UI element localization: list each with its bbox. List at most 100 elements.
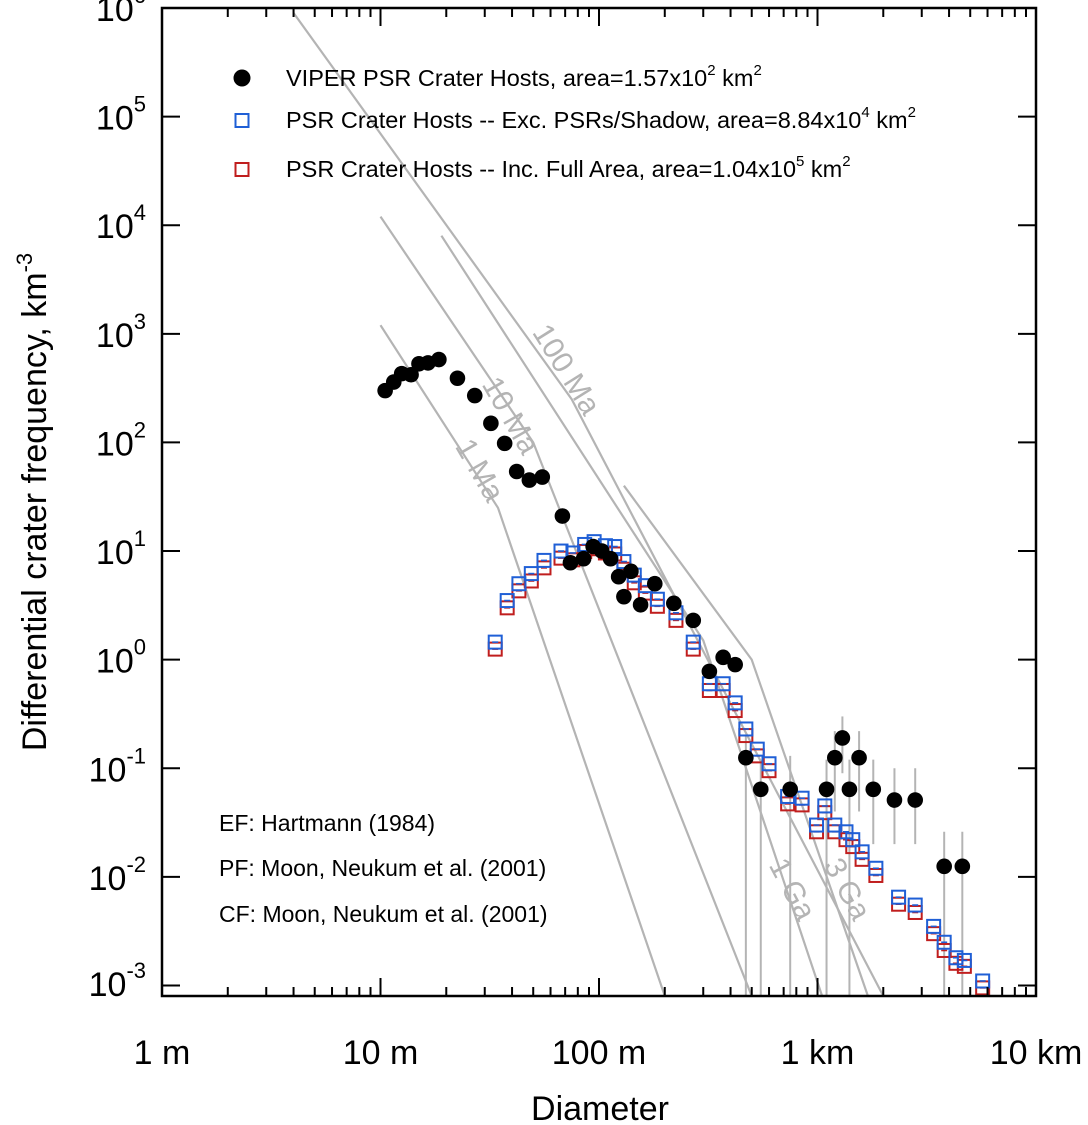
x-tick-label: 1 m: [134, 1034, 191, 1072]
data-markers: [377, 351, 991, 996]
legend-entry-main: PSR Crater Hosts -- Exc. PSRs/Shadow, ar…: [286, 107, 861, 133]
y-tick-label: 10-2: [89, 852, 146, 898]
point-exc-psrs-shadow: [553, 543, 569, 559]
point-viper-psr: [466, 387, 483, 404]
point-viper-psr: [575, 550, 592, 567]
point-exc-psrs-shadow: [749, 741, 765, 757]
y-tick-label-base: 10: [96, 425, 134, 463]
point-viper-psr: [602, 550, 619, 567]
point-exc-psrs-shadow: [948, 950, 964, 966]
legend-entry-unit-exponent: 2: [753, 62, 761, 79]
legend-entry-exponent: 4: [861, 104, 869, 121]
legend-symbol-square: [234, 162, 250, 177]
note-text: PF: Moon, Neukum et al. (2001): [219, 855, 546, 881]
point-exc-psrs-shadow: [891, 889, 907, 905]
point-exc-psrs-shadow: [715, 676, 731, 692]
y-tick-label-base: 10: [96, 208, 134, 246]
y-tick-label-exponent: 1: [134, 526, 146, 551]
point-inc-full-area: [854, 851, 870, 867]
point-viper-psr: [562, 554, 579, 571]
y-tick-label-exponent: 0: [134, 635, 146, 660]
point-viper-psr: [738, 749, 754, 766]
point-exc-psrs-shadow: [536, 552, 552, 568]
point-viper-psr: [907, 792, 924, 808]
note-text: CF: Moon, Neukum et al. (2001): [219, 901, 548, 927]
point-viper-psr: [827, 749, 843, 766]
point-viper-psr: [431, 351, 447, 368]
point-exc-psrs-shadow: [727, 695, 743, 711]
point-exc-psrs-shadow: [794, 790, 810, 806]
legend-entry-exponent: 2: [707, 62, 715, 79]
legend-entry-text: PSR Crater Hosts -- Inc. Full Area, area…: [286, 153, 851, 182]
y-axis-title-text: Differential crater frequency, km: [16, 272, 54, 751]
x-tick-label: 100 m: [552, 1034, 647, 1072]
y-tick-label-base: 10: [89, 751, 127, 789]
point-exc-psrs-shadow: [738, 721, 754, 737]
point-viper-psr: [534, 469, 551, 485]
point-viper-psr: [623, 563, 639, 580]
y-tick-label: 100: [96, 635, 146, 681]
y-tick-label-exponent: -1: [126, 743, 146, 768]
isochron-1-ga: [440, 235, 824, 996]
point-exc-psrs-shadow: [868, 860, 884, 876]
legend: VIPER PSR Crater Hosts, area=1.57x102 km…: [233, 62, 916, 182]
y-tick-label-exponent: -2: [126, 852, 146, 877]
point-viper-psr: [685, 612, 702, 629]
point-viper-psr: [483, 415, 499, 432]
point-viper-psr: [936, 858, 952, 875]
y-tick-label: 104: [96, 200, 146, 246]
point-viper-psr: [449, 370, 466, 387]
legend-entry-unit-exponent: 2: [908, 104, 916, 121]
y-tick-label-exponent: 2: [134, 417, 146, 442]
point-viper-psr: [715, 649, 731, 666]
point-exc-psrs-shadow: [845, 832, 861, 848]
y-tick-label: 10-3: [89, 958, 146, 1004]
point-inc-full-area: [727, 703, 743, 719]
legend-symbol-circle: [233, 69, 251, 87]
note-text: EF: Hartmann (1984): [219, 810, 435, 836]
y-axis-title-exponent: -3: [12, 253, 37, 273]
point-exc-psrs-shadow: [936, 934, 952, 950]
point-viper-psr: [782, 781, 799, 798]
point-viper-psr: [521, 472, 538, 488]
point-exc-psrs-shadow: [685, 634, 701, 650]
point-viper-psr: [496, 435, 513, 452]
isochron-100-ma: [292, 12, 885, 996]
y-tick-label-base: 10: [89, 860, 127, 898]
point-viper-psr: [865, 781, 882, 798]
y-tick-label-base: 10: [96, 0, 134, 29]
y-tick-label-base: 10: [89, 966, 127, 1004]
y-tick-label-exponent: -3: [126, 958, 146, 983]
y-tick-label: 10-1: [89, 743, 146, 789]
point-exc-psrs-shadow: [499, 593, 515, 609]
point-exc-psrs-shadow: [956, 952, 972, 968]
y-tick-label-exponent: 6: [134, 0, 146, 8]
y-axis-title: Differential crater frequency, km-3: [12, 253, 54, 751]
point-viper-psr: [554, 508, 571, 524]
y-tick-label: 103: [96, 309, 146, 355]
point-viper-psr: [632, 596, 649, 613]
y-tick-label: 102: [96, 417, 146, 463]
point-inc-full-area: [668, 612, 684, 628]
y-tick-label-exponent: 5: [134, 92, 146, 117]
x-tick-label: 10 m: [343, 1034, 419, 1072]
isochron-10-ma: [379, 215, 753, 996]
y-tick-label-base: 10: [96, 534, 134, 572]
point-viper-psr: [403, 366, 419, 383]
point-viper-psr: [841, 781, 858, 798]
legend-entry-main: VIPER PSR Crater Hosts, area=1.57x10: [286, 65, 707, 91]
y-tick-label-exponent: 4: [134, 200, 146, 225]
point-viper-psr: [616, 588, 632, 605]
notes: EF: Hartmann (1984) PF: Moon, Neukum et a…: [219, 810, 548, 927]
point-viper-psr: [851, 749, 867, 766]
isochron-3-ga: [623, 485, 869, 996]
legend-entry-main: PSR Crater Hosts -- Inc. Full Area, area…: [286, 156, 796, 182]
legend-entry-exponent: 5: [796, 153, 804, 170]
point-viper-psr: [646, 575, 663, 592]
x-axis-title: Diameter: [531, 1090, 669, 1125]
point-exc-psrs-shadow: [809, 817, 825, 833]
point-exc-psrs-shadow: [523, 566, 539, 582]
point-exc-psrs-shadow: [975, 973, 991, 989]
legend-entry-unit: km: [804, 156, 842, 182]
